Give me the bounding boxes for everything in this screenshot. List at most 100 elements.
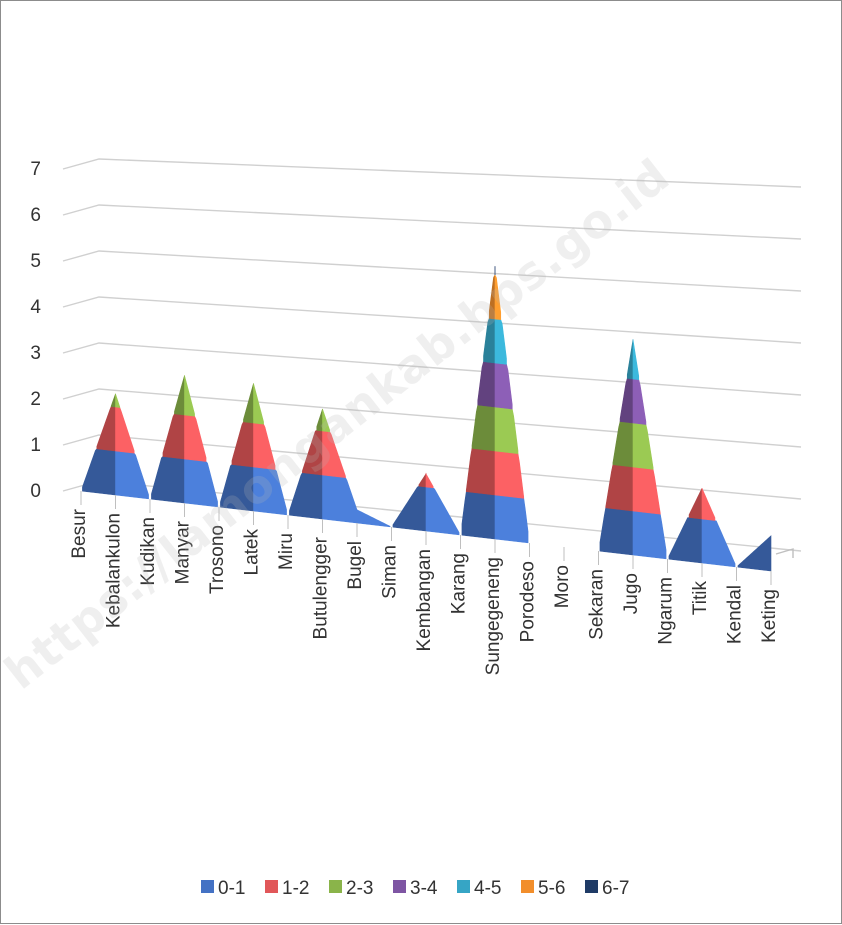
- x-tick-label: Bugel: [345, 541, 366, 590]
- surface-band-2-3-segment-12: [494, 406, 519, 455]
- gridline-5: [62, 250, 802, 292]
- x-tick-label: Moro: [552, 565, 573, 608]
- y-tick-label: 6: [30, 205, 41, 226]
- surface-band-0-1-segment-11: [461, 491, 496, 540]
- surface-band-1-2-segment-10: [425, 472, 434, 489]
- legend-label: 3-4: [410, 878, 438, 899]
- legend-swatch: [265, 880, 278, 893]
- surface-band-5-6-segment-12: [494, 274, 502, 321]
- legend-label: 6-7: [602, 878, 629, 899]
- x-tick-label: Miru: [276, 533, 297, 570]
- surface-band-0-1-segment-1: [115, 450, 149, 500]
- x-tick-label: Kudikan: [138, 517, 159, 586]
- surface-band-0-1-segment-12: [494, 494, 529, 544]
- legend-label: 5-6: [538, 878, 565, 899]
- gridline-6: [62, 204, 802, 240]
- x-tick-label: Besur: [69, 508, 90, 558]
- legend-label: 0-1: [218, 878, 245, 899]
- surface-band-1-2-segment-18: [701, 488, 716, 521]
- y-axis-gridlines: 0 1 2 3 4 5 6 7: [30, 158, 802, 558]
- surface-band-1-2-segment-9: [418, 472, 427, 488]
- x-tick-label: Kembangan: [414, 549, 435, 651]
- surface-band-0-1-segment-9: [392, 485, 427, 532]
- surface-band-0-1-segment-7: [322, 474, 358, 524]
- surface-series: [82, 266, 772, 572]
- y-tick-label: 3: [30, 343, 41, 364]
- legend-swatch: [201, 880, 214, 893]
- x-tick-label: Kendal: [725, 585, 746, 644]
- x-tick-label: Keting: [759, 589, 780, 643]
- surface-band-2-3-segment-1: [115, 393, 121, 408]
- gridline-3: [62, 342, 802, 396]
- surface-band-2-3-segment-16: [632, 422, 654, 470]
- surface-band-3-4-segment-15: [619, 378, 634, 424]
- surface-band-0-1-segment-10: [425, 486, 460, 536]
- x-tick-label: Kebalankulon: [104, 513, 125, 628]
- y-tick-label: 2: [30, 389, 41, 410]
- surface-band-3-4-segment-12: [494, 362, 513, 410]
- x-tick-label: Porodeso: [518, 561, 539, 642]
- y-tick-label: 0: [30, 481, 41, 502]
- legend-swatch: [457, 880, 470, 893]
- x-tick-label: Ngarum: [656, 577, 677, 645]
- surface-band-3-4-segment-16: [632, 378, 647, 425]
- legend-label: 4-5: [474, 878, 501, 899]
- surface-band-0-1-segment-16: [632, 510, 667, 560]
- x-tick-label: Manyar: [173, 520, 194, 584]
- y-tick-label: 5: [30, 251, 41, 272]
- legend: 0-1 1-2 2-3 3-4 4-5 5-6 6-7: [201, 878, 629, 899]
- surface-band-0-1-segment-0: [82, 448, 116, 496]
- surface-band-1-2-segment-0: [96, 406, 116, 452]
- surface-band-2-3-segment-11: [471, 404, 496, 452]
- surface-band-0-1-segment-19: [737, 535, 772, 572]
- x-tick-label: Sungegeneng: [483, 557, 504, 675]
- surface-band-1-2-segment-17: [688, 488, 703, 520]
- surface-band-4-5-segment-15: [626, 339, 634, 380]
- gridline-1: [62, 434, 802, 500]
- surface-band-2-3-segment-15: [612, 421, 634, 468]
- surface-band-1-2-segment-2: [162, 413, 185, 460]
- surface-band-1-2-segment-16: [632, 466, 661, 515]
- surface-band-1-2-segment-1: [115, 406, 135, 454]
- x-tick-label: Karang: [449, 553, 470, 614]
- surface-band-1-2-segment-3: [184, 414, 207, 462]
- surface-band-1-2-segment-12: [494, 450, 525, 499]
- x-tick-label: Jugo: [621, 573, 642, 614]
- legend-swatch: [585, 880, 598, 893]
- surface-band-2-3-segment-5: [253, 383, 264, 425]
- legend-swatch: [393, 880, 406, 893]
- y-tick-label: 1: [30, 435, 41, 456]
- surface-band-3-4-segment-11: [477, 361, 496, 408]
- x-tick-label: Latek: [242, 529, 263, 576]
- surface-band-0-1-segment-15: [599, 507, 634, 556]
- surface-band-0-1-segment-18: [701, 518, 736, 568]
- x-tick-label: Butulengger: [311, 536, 332, 639]
- gridline-4: [62, 296, 802, 344]
- surface-band-2-3-segment-4: [243, 383, 254, 424]
- surface-band-0-1-segment-8: [356, 509, 391, 528]
- legend-swatch: [329, 880, 342, 893]
- surface-band-2-3-segment-3: [184, 375, 195, 417]
- surface-band-4-5-segment-16: [632, 339, 640, 381]
- x-tick-label: Trosono: [207, 525, 228, 594]
- surface-band-2-3-segment-7: [322, 408, 330, 433]
- legend-label: 2-3: [346, 878, 373, 899]
- surface-band-0-1-segment-2: [151, 456, 185, 504]
- surface-band-1-2-segment-15: [605, 464, 634, 512]
- x-axis-labels: Besur Kebalankulon Kudikan Manyar Trosono Lat…: [69, 491, 780, 675]
- y-tick-label: 4: [30, 297, 41, 318]
- surface-band-1-2-segment-7: [322, 430, 346, 479]
- surface-band-2-3-segment-0: [110, 393, 116, 408]
- surface-band-1-2-segment-11: [465, 448, 496, 496]
- x-tick-label: Titik: [690, 581, 711, 616]
- watermark-text: https://lamongankab.bps.go.id: [1, 148, 680, 700]
- y-tick-label: 7: [30, 159, 41, 180]
- gridline-2: [62, 388, 802, 448]
- floor-corner: [775, 548, 794, 558]
- legend-label: 1-2: [282, 878, 309, 899]
- legend-swatch: [521, 880, 534, 893]
- x-tick-label: Siman: [380, 545, 401, 599]
- x-tick-label: Sekaran: [587, 569, 608, 640]
